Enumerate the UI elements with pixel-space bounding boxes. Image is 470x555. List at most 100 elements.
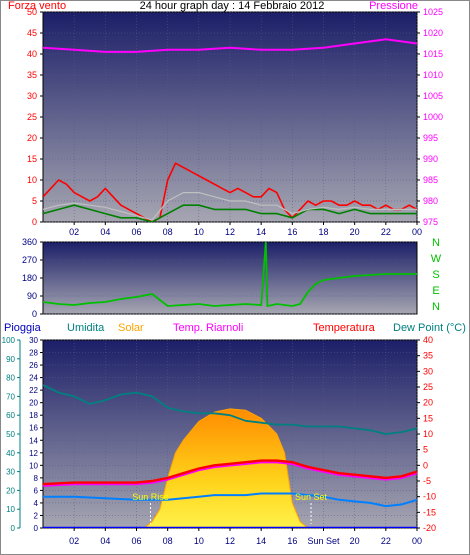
rain-tick-label: 12 [29, 449, 38, 458]
wind-tick-label: 0 [32, 217, 37, 227]
time-tick-label: 14 [256, 536, 266, 546]
pressure-tick-label: 985 [423, 175, 438, 185]
temperature-tick-label: 0 [423, 460, 428, 470]
temperature-tick-label: -10 [423, 492, 436, 502]
compass-label: S [432, 269, 439, 281]
rain-tick-label: 26 [29, 361, 38, 370]
time-tick-label: 00 [412, 536, 422, 546]
wind-pressure-grid [43, 11, 418, 223]
time-tick-label: 16 [287, 227, 297, 237]
direction-axis-ticks: 0 90 180 270 360 [22, 237, 43, 319]
direction-tick-label: 0 [32, 309, 37, 319]
time-tick-label: 02 [69, 536, 79, 546]
temperature-tick-label: 35 [423, 351, 433, 361]
pressure-tick-label: 1015 [423, 49, 443, 59]
pressure-tick-label: 1005 [423, 91, 443, 101]
compass-label: W [431, 253, 442, 265]
dew_point-line [43, 492, 417, 508]
humidity-axis-ticks: 0 10 20 30 40 50 60 70 80 90 100 [2, 336, 20, 533]
rain-tick-label: 24 [29, 374, 38, 383]
direction-tick-label: 180 [22, 273, 37, 283]
temperature-tick-label: -15 [423, 507, 436, 517]
wind-direction-grid [43, 241, 417, 315]
rain-tick-label: 28 [29, 349, 38, 358]
temperature-label: Temperatura [313, 322, 376, 334]
wind-tick-label: 45 [27, 28, 37, 38]
time-tick-label: 04 [100, 227, 110, 237]
rain-tick-label: 6 [34, 486, 39, 495]
time-tick-label: 08 [163, 536, 173, 546]
solar-label: Solar [118, 322, 144, 334]
wind-tick-label: 30 [27, 91, 37, 101]
pressure-tick-label: 1010 [423, 70, 443, 80]
wind-axis-title: Forza vento [8, 0, 66, 12]
humidity-tick-label: 60 [6, 411, 15, 420]
pressure-tick-label: 980 [423, 196, 438, 206]
temperature-tick-label: 25 [423, 382, 433, 392]
sun-annotations: Sun Rise Sun Set [132, 492, 328, 524]
sun-annotation-label: Sun Set [295, 492, 328, 502]
rain-tick-label: 18 [29, 411, 38, 420]
humidity-tick-label: 40 [6, 449, 15, 458]
compass-label: E [432, 285, 439, 297]
humidity-tick-label: 100 [2, 336, 16, 345]
wind-direction-series [43, 242, 417, 308]
wind-tick-label: 15 [27, 154, 37, 164]
time-tick-label: 06 [131, 227, 141, 237]
temperature-line [43, 459, 417, 486]
time-tick-label: 22 [381, 227, 391, 237]
dew-point-label: Dew Point (°C) [393, 322, 466, 334]
wind_chill-line [43, 461, 417, 487]
humidity-tick-label: 20 [6, 486, 15, 495]
temperature-solar-panel: Pioggia Umidita Solar Temp. Riarnoli Tem… [2, 322, 466, 546]
humidity-tick-label: 50 [6, 430, 15, 439]
rain-tick-label: 30 [29, 336, 38, 345]
time-tick-label: 06 [131, 536, 141, 546]
time-tick-label: 20 [350, 536, 360, 546]
rain-tick-label: 0 [34, 524, 39, 533]
rain-tick-label: 22 [29, 386, 38, 395]
humidity-label: Umidita [67, 322, 105, 334]
pressure-tick-label: 1000 [423, 112, 443, 122]
time-tick-label: 12 [225, 536, 235, 546]
direction-tick-label: 360 [22, 237, 37, 247]
time-tick-label: 16 [287, 536, 297, 546]
pressure-tick-label: 975 [423, 217, 438, 227]
rain-tick-label: 14 [29, 436, 38, 445]
compass-label: N [432, 301, 440, 313]
wind-pressure-time-ticks: 02 04 06 08 10 12 14 16 18 20 22 00 [69, 222, 422, 237]
rain-tick-label: 2 [34, 511, 39, 520]
bottom-panel-legend: Pioggia Umidita Solar Temp. Riarnoli Tem… [4, 322, 466, 334]
time-tick-label: 20 [350, 227, 360, 237]
humidity-tick-label: 10 [6, 505, 15, 514]
temperature-tick-label: 40 [423, 335, 433, 345]
pressure-axis-ticks: 975 980 985 990 995 1000 1005 1010 1015 1020 1025 [417, 7, 443, 227]
temperature-tick-label: 15 [423, 413, 433, 423]
temperature-tick-label: 30 [423, 366, 433, 376]
temperature-axis-ticks: -20 -15 -10 -5 0 5 10 15 20 25 30 35 40 [417, 335, 436, 533]
wind-tick-label: 10 [27, 175, 37, 185]
wind-pressure-series [43, 38, 417, 222]
time-tick-label: 00 [412, 227, 422, 237]
time-tick-label: 14 [256, 227, 266, 237]
rain-tick-label: 8 [34, 474, 39, 483]
wind-tick-label: 40 [27, 49, 37, 59]
humidity-tick-label: 30 [6, 468, 15, 477]
humidity-tick-label: 70 [6, 392, 15, 401]
rain-label: Pioggia [4, 322, 42, 334]
direction-line [43, 242, 417, 308]
wind-tick-label: 25 [27, 112, 37, 122]
pressure-tick-label: 1025 [423, 7, 443, 17]
humidity-tick-label: 80 [6, 374, 15, 383]
wind-tick-label: 20 [27, 133, 37, 143]
rain-tick-label: 4 [34, 499, 39, 508]
humidity-tick-label: 90 [6, 355, 15, 364]
pressure-tick-label: 990 [423, 154, 438, 164]
temperature-solar-time-ticks: 02 04 06 08 10 12 14 16 Sun Set 20 22 00 [69, 528, 422, 546]
temperature-tick-label: -5 [423, 476, 431, 486]
compass-label: N [432, 237, 440, 249]
humidity-tick-label: 0 [11, 524, 16, 533]
